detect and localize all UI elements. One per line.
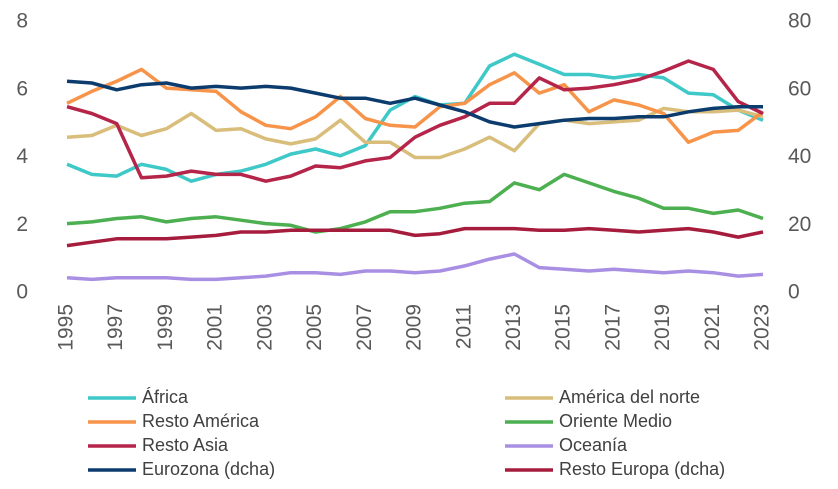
- x-tick-label: 2007: [353, 304, 376, 351]
- x-tick-label: 2009: [403, 304, 426, 351]
- x-tick-label: 2023: [751, 304, 774, 351]
- y2-tick-label: 20: [788, 213, 811, 236]
- series-line: [66, 172, 764, 234]
- x-tick-label: 2011: [452, 304, 475, 349]
- x-tick-label: 2021: [701, 304, 724, 351]
- legend-label: Resto Asia: [142, 435, 229, 455]
- legend-label: África: [142, 387, 189, 407]
- series-line: [66, 226, 764, 248]
- y-tick-label: 2: [16, 213, 28, 236]
- series-line: [66, 79, 763, 129]
- x-tick-label: 1995: [55, 304, 78, 351]
- y2-tick-label: 40: [788, 145, 811, 168]
- x-tick-label: 2015: [552, 304, 575, 351]
- series-line: [66, 67, 765, 145]
- y2-tick-label: 60: [788, 77, 811, 100]
- legend-label: Oriente Medio: [559, 411, 672, 431]
- x-tick-label: 2005: [303, 304, 326, 351]
- y2-tick-label: 80: [788, 10, 811, 33]
- x-tick-label: 2003: [253, 304, 276, 351]
- legend-label: Resto América: [142, 411, 260, 431]
- legend-label: Eurozona (dcha): [142, 459, 275, 479]
- series-line: [66, 252, 764, 282]
- x-tick-label: 2001: [204, 304, 227, 351]
- y-tick-label: 0: [16, 281, 28, 304]
- legend-label: Resto Europa (dcha): [559, 459, 725, 479]
- y-tick-label: 8: [16, 10, 28, 33]
- y-tick-label: 6: [16, 77, 28, 100]
- x-tick-label: 2019: [651, 304, 674, 351]
- x-tick-label: 1999: [154, 304, 177, 351]
- x-tick-label: 1997: [104, 304, 127, 351]
- legend-label: América del norte: [559, 387, 700, 407]
- x-tick-label: 2013: [502, 304, 525, 351]
- legend-label: Oceanía: [559, 435, 628, 455]
- y2-tick-label: 0: [788, 281, 800, 304]
- x-tick-label: 2017: [601, 304, 624, 351]
- y-tick-label: 4: [16, 145, 28, 168]
- series-line: [66, 59, 764, 183]
